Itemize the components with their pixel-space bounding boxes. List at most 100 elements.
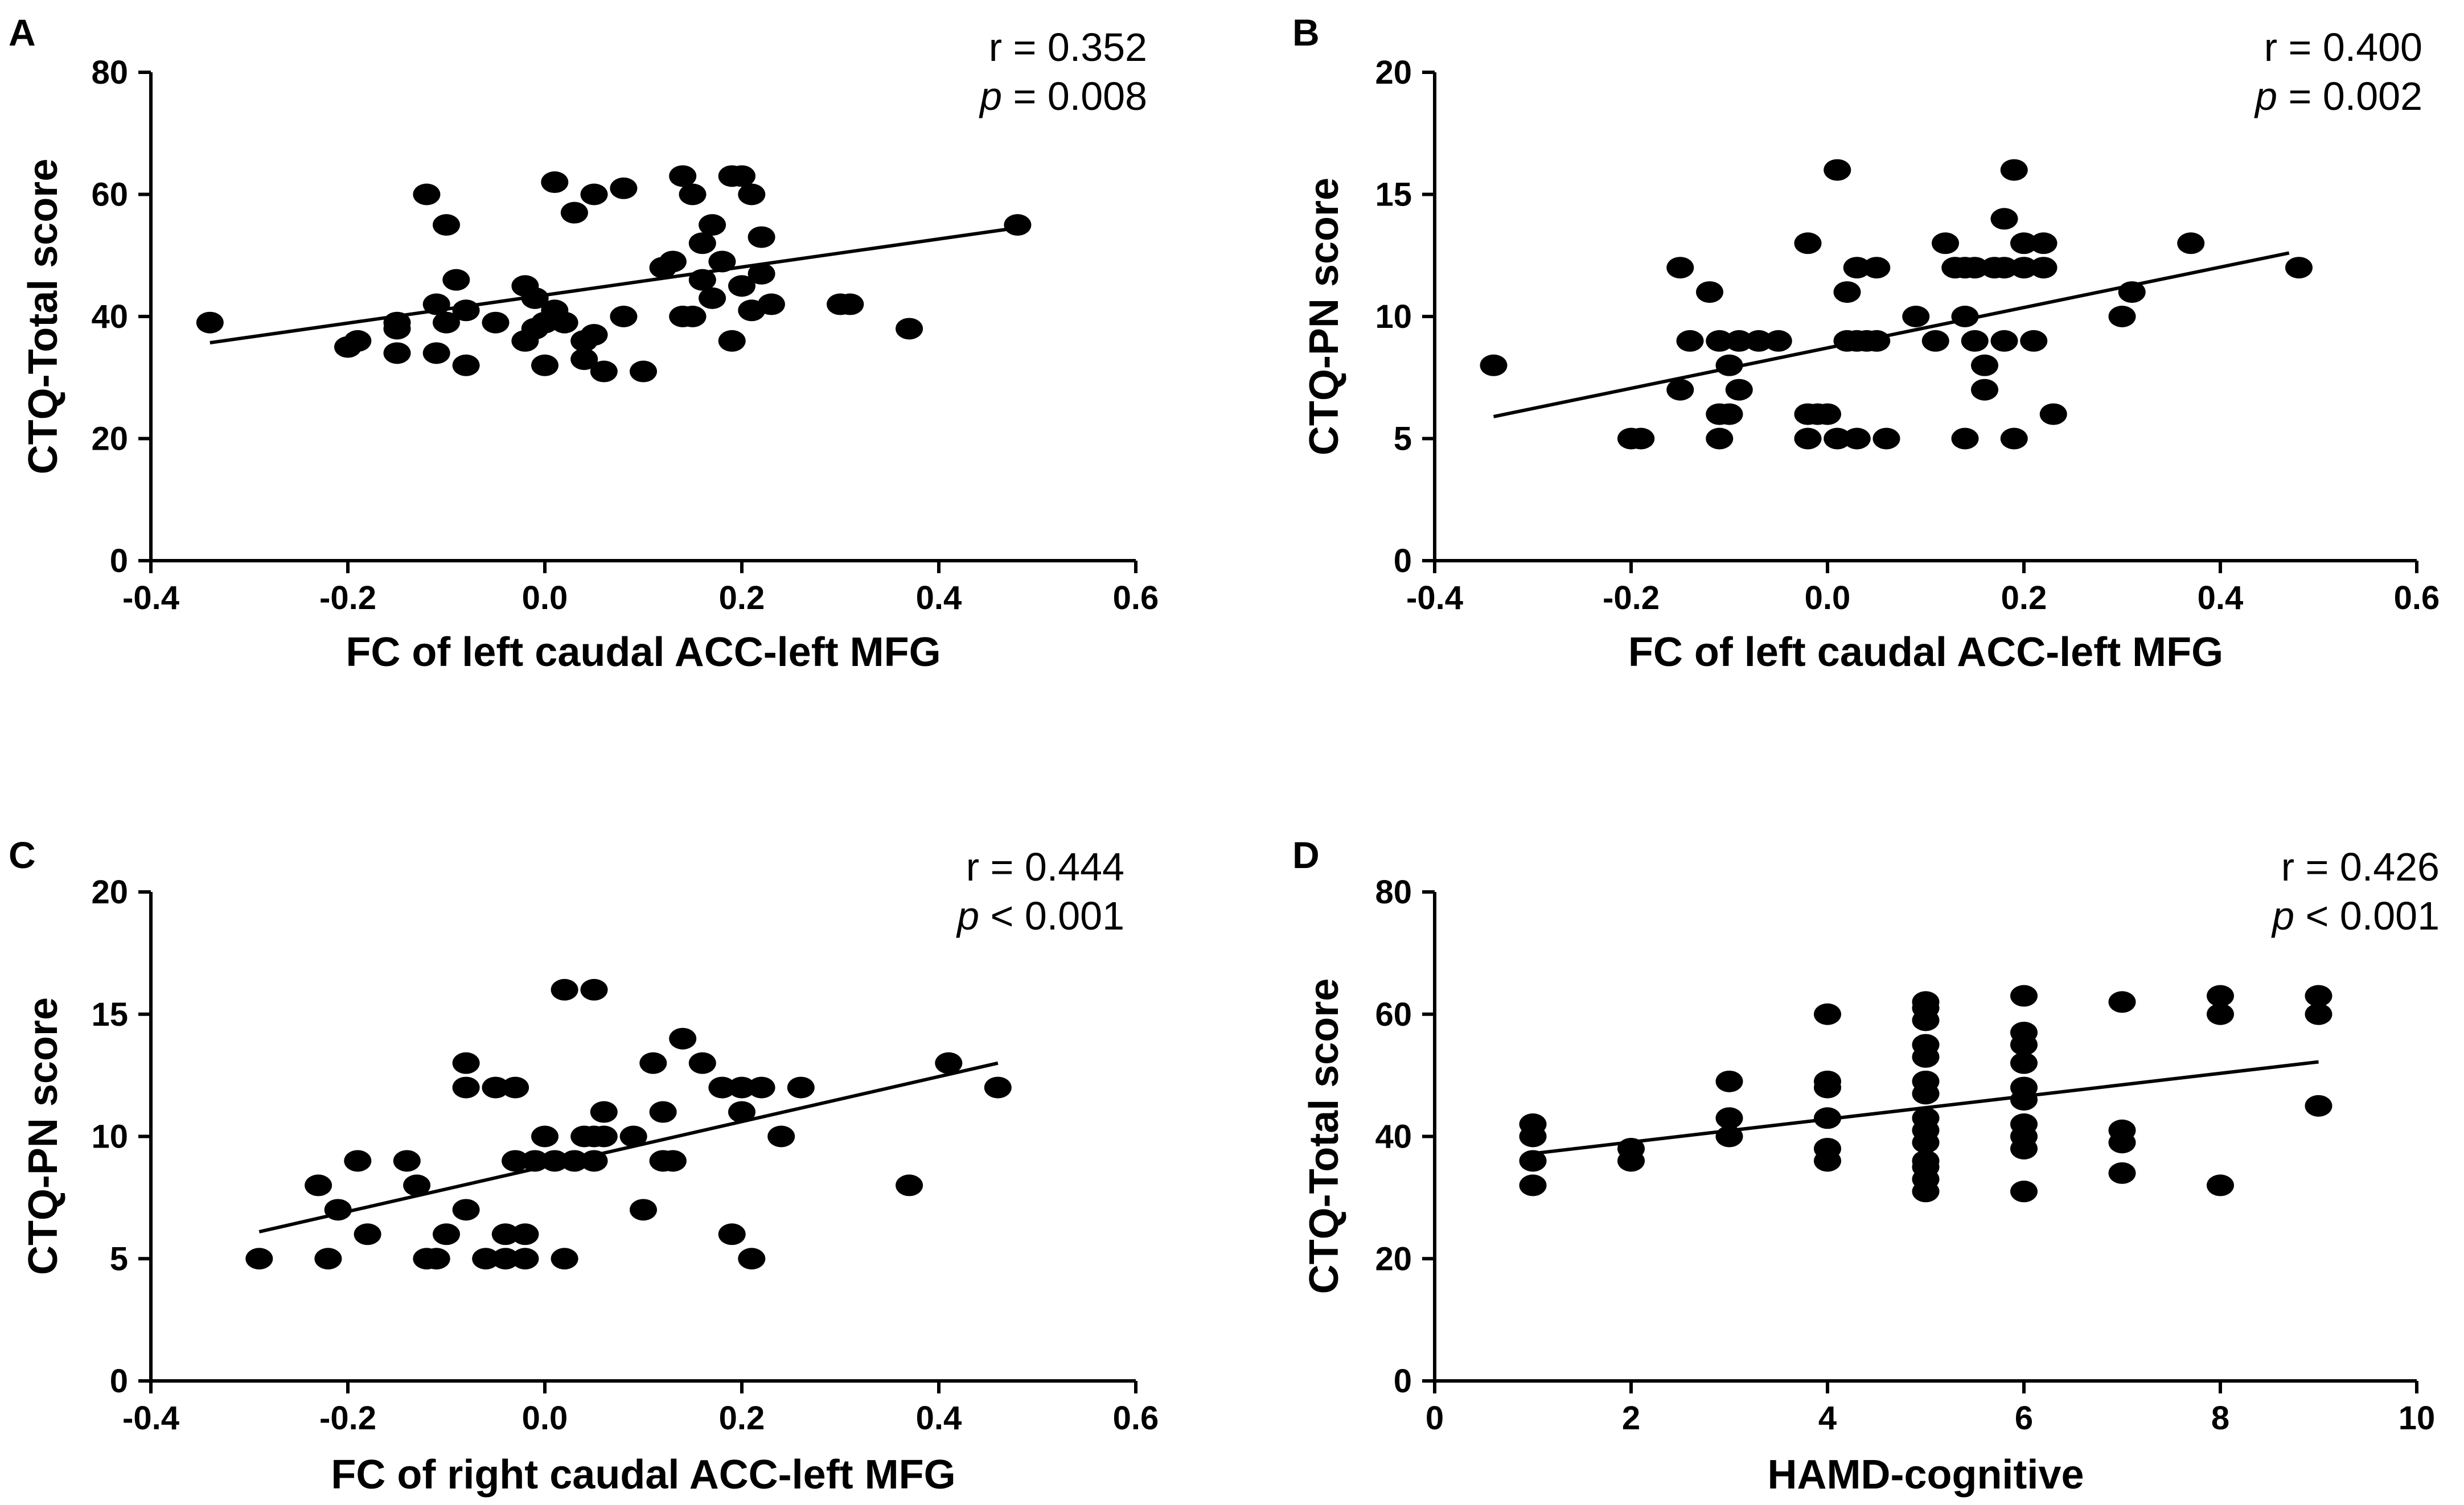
data-point	[1764, 330, 1792, 352]
panel-letter: D	[1292, 834, 1320, 876]
x-tick-label: -0.2	[319, 579, 376, 616]
data-point	[708, 1076, 736, 1099]
data-point	[2039, 403, 2067, 425]
data-point	[580, 978, 608, 1001]
data-point	[344, 330, 372, 352]
data-point	[2010, 1137, 2038, 1159]
data-point	[442, 269, 470, 291]
data-point	[1715, 1125, 1743, 1148]
data-point	[590, 360, 618, 383]
p-value: p < 0.001	[956, 894, 1124, 938]
data-point	[502, 1076, 529, 1099]
data-point	[619, 1125, 647, 1148]
data-point	[1863, 330, 1891, 352]
data-point	[1932, 232, 1959, 254]
data-point	[452, 354, 480, 376]
x-tick-label: 10	[2399, 1400, 2436, 1437]
data-point	[748, 226, 775, 248]
y-tick-label: 0	[110, 542, 128, 579]
data-point	[688, 232, 716, 254]
data-point	[433, 311, 460, 334]
p-value: p = 0.008	[979, 74, 1147, 118]
correlation-r: r = 0.444	[966, 845, 1124, 889]
data-point	[728, 1101, 755, 1123]
data-point	[383, 342, 411, 364]
panel-letter: B	[1292, 11, 1320, 54]
data-point	[521, 287, 549, 309]
p-value: p < 0.001	[2271, 894, 2440, 938]
data-point	[610, 177, 638, 199]
data-point	[1912, 1132, 1940, 1154]
data-point	[1961, 257, 1989, 279]
data-point	[1814, 403, 1841, 425]
data-point	[2020, 330, 2048, 352]
x-tick-label: 0.6	[1113, 579, 1159, 616]
x-axis-label: FC of left caudal ACC-left MFG	[1628, 630, 2223, 675]
data-point	[560, 202, 588, 224]
data-point	[688, 1052, 716, 1074]
data-point	[896, 318, 923, 340]
data-point	[196, 311, 224, 334]
data-point	[590, 1101, 618, 1123]
x-tick-label: 0.0	[522, 579, 568, 616]
p-symbol: p	[956, 894, 979, 938]
data-point	[452, 1199, 480, 1221]
data-point	[2010, 1089, 2038, 1111]
data-point	[1715, 1070, 1743, 1092]
x-tick-label: -0.4	[122, 1400, 179, 1437]
y-axis-label: CTQ-PN score	[20, 997, 66, 1275]
data-point	[984, 1076, 1012, 1099]
data-point	[639, 1052, 667, 1074]
data-point	[491, 1223, 519, 1245]
correlation-r: r = 0.400	[2264, 25, 2422, 69]
data-point	[738, 183, 766, 205]
data-point	[2108, 1132, 2136, 1154]
panel-b: -0.4 -0.2 0.0 0.2 0.4 0.6 0 5 10 15 20 B CTQ-PN scor…	[1292, 11, 2440, 675]
correlation-r: r = 0.426	[2281, 845, 2440, 889]
x-tick-label: 2	[1622, 1400, 1640, 1437]
data-point	[630, 1199, 657, 1221]
y-tick-label: 40	[91, 298, 128, 335]
p-value: p = 0.002	[2254, 74, 2422, 118]
data-point	[1912, 1009, 1940, 1031]
x-tick-label: -0.2	[1603, 579, 1660, 616]
data-point	[2000, 159, 2028, 181]
data-point	[1480, 354, 1508, 376]
x-tick-label: 0.2	[719, 579, 765, 616]
data-point	[1666, 379, 1694, 401]
data-point	[935, 1052, 963, 1074]
data-point	[551, 1248, 578, 1270]
y-tick-label: 0	[1394, 542, 1412, 579]
data-point	[610, 306, 638, 327]
data-point	[659, 250, 687, 273]
x-axis-label: FC of right caudal ACC-left MFG	[331, 1452, 955, 1498]
data-point	[531, 1125, 558, 1148]
data-point	[767, 1125, 795, 1148]
data-point	[659, 1150, 687, 1172]
panel-a: -0.4 -0.2 0.0 0.2 0.4 0.6 0 20 40 60 80 A CTQ-Total …	[9, 11, 1159, 675]
p-symbol: p	[979, 74, 1002, 118]
x-axis-label: HAMD-cognitive	[1768, 1452, 2084, 1498]
data-point	[748, 1076, 775, 1099]
data-point	[1715, 403, 1743, 425]
y-tick-label: 20	[91, 421, 128, 458]
data-point	[560, 1150, 588, 1172]
data-point	[708, 250, 736, 273]
data-point	[1725, 330, 1753, 352]
data-point	[2108, 991, 2136, 1013]
data-point	[1843, 427, 1871, 450]
data-point	[2030, 257, 2058, 279]
data-point	[1921, 330, 1949, 352]
data-point	[502, 1150, 529, 1172]
data-point	[580, 1150, 608, 1172]
y-tick-label: 0	[1394, 1363, 1412, 1400]
x-axis-label: FC of left caudal ACC-left MFG	[346, 630, 941, 675]
data-point	[422, 1248, 450, 1270]
data-point	[590, 1125, 618, 1148]
y-axis-label: CTQ-PN score	[1301, 178, 1347, 455]
data-point	[1617, 1150, 1645, 1172]
x-tick-label: -0.4	[1406, 579, 1463, 616]
data-point	[718, 1223, 746, 1245]
data-point	[1814, 1107, 1841, 1129]
